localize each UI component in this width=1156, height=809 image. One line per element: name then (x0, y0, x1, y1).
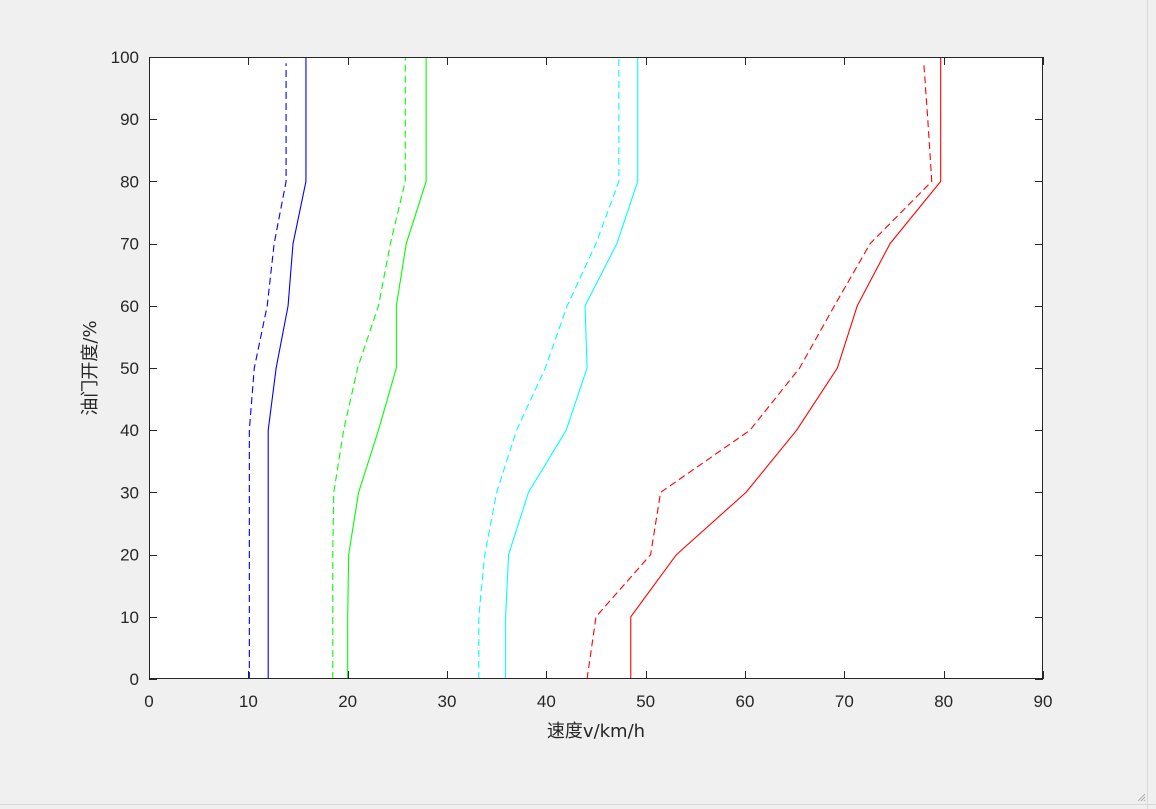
x-tick-label: 0 (144, 692, 153, 711)
x-tick-label: 60 (736, 692, 755, 711)
x-tick-label: 30 (438, 692, 457, 711)
y-tick-label: 10 (120, 608, 139, 627)
series-line-7 (586, 63, 933, 680)
y-tick-label: 20 (120, 546, 139, 565)
y-axis-label: 油门开度/% (80, 320, 101, 415)
x-tick-label: 70 (835, 692, 854, 711)
x-tick-label: 40 (537, 692, 556, 711)
tick-layer: 0 10 20 30 40 50 60 70 80 90 0 10 20 30 40 50 60 70 80 90 10… (111, 48, 1053, 711)
series-line-8 (630, 57, 942, 679)
x-axis-label: 速度v/km/h (547, 721, 645, 742)
x-tick-label: 90 (1034, 692, 1053, 711)
series-line-5 (478, 57, 620, 679)
series-line-2 (267, 57, 307, 679)
y-tick-label: 50 (120, 359, 139, 378)
y-tick-label: 40 (120, 421, 139, 440)
series-line-1 (248, 63, 287, 679)
series-layer (248, 57, 942, 680)
y-tick-label: 30 (120, 483, 139, 502)
x-tick-label: 80 (934, 692, 953, 711)
y-tick-label: 80 (120, 172, 139, 191)
window-edge-right (1147, 0, 1148, 809)
axes-background (149, 57, 1043, 679)
window-edge-bottom (0, 804, 1156, 805)
x-tick-label: 50 (636, 692, 655, 711)
y-tick-label: 60 (120, 297, 139, 316)
resize-grip-icon[interactable] (1136, 792, 1146, 802)
y-tick-label: 90 (120, 110, 139, 129)
series-line-6 (505, 57, 639, 679)
y-tick-label: 70 (120, 235, 139, 254)
y-tick-label: 0 (130, 670, 139, 689)
x-tick-label: 20 (338, 692, 357, 711)
y-tick-label: 100 (111, 48, 139, 67)
series-line-4 (347, 57, 427, 679)
x-tick-label: 10 (239, 692, 258, 711)
series-line-3 (332, 57, 406, 679)
